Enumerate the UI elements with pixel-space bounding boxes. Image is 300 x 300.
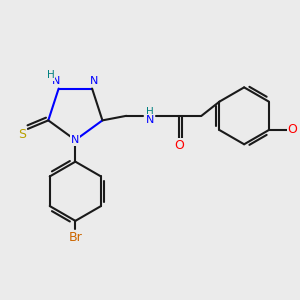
Text: O: O [288, 123, 298, 136]
Text: N: N [71, 135, 80, 145]
Text: N: N [146, 115, 154, 125]
Text: S: S [18, 128, 26, 140]
Text: O: O [174, 139, 184, 152]
Text: Br: Br [68, 231, 82, 244]
Text: H: H [47, 70, 55, 80]
Text: H: H [146, 107, 154, 117]
Text: N: N [52, 76, 61, 86]
Text: N: N [90, 76, 99, 86]
